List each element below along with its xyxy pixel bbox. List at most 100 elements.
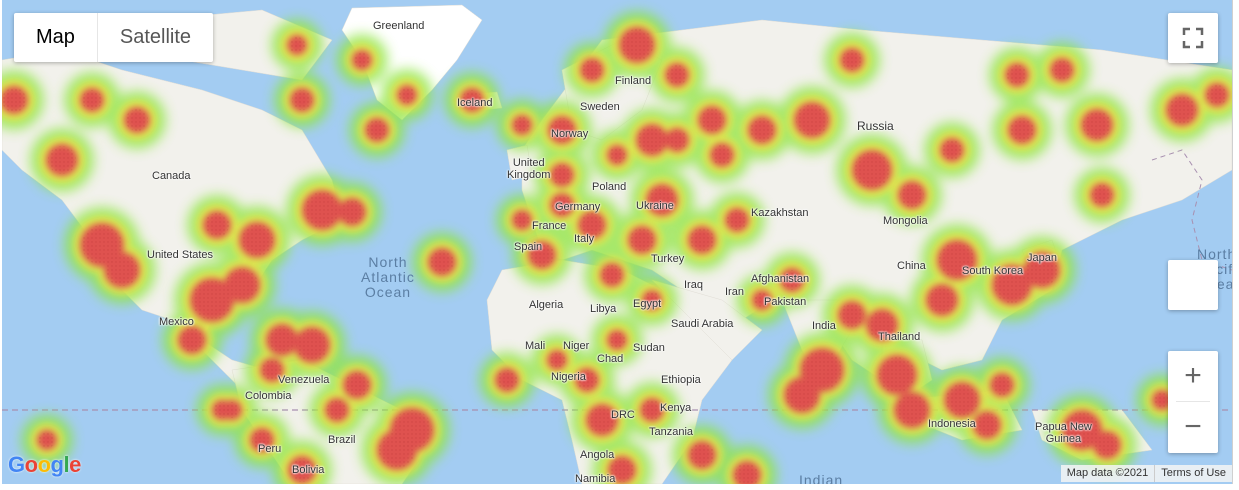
heat-texture-spot	[638, 126, 666, 154]
label-south-korea: South Korea	[962, 265, 1024, 277]
label-colombia: Colombia	[245, 390, 292, 402]
zoom-in-button[interactable]: +	[1184, 359, 1202, 392]
heat-texture-spot	[296, 329, 328, 361]
heat-texture-spot	[462, 90, 482, 110]
heat-texture-spot	[896, 394, 928, 426]
label-germany: Germany	[555, 201, 601, 213]
label-papua-new-guinea: Papua New Guinea	[1035, 421, 1092, 445]
heat-texture-spot	[642, 400, 662, 420]
heat-texture-spot	[840, 303, 864, 327]
label-peru: Peru	[258, 443, 282, 455]
label-chad: Chad	[597, 353, 624, 365]
label-sweden: Sweden	[580, 101, 620, 113]
heat-texture-spot	[975, 413, 999, 437]
fullscreen-icon	[1182, 27, 1204, 49]
heat-texture-spot	[497, 370, 517, 390]
label-canada: Canada	[152, 170, 191, 182]
label-united-kingdom: United Kingdom	[507, 157, 551, 181]
heatmap-texture	[2, 29, 1227, 484]
heat-texture-spot	[942, 140, 962, 160]
heat-texture-spot	[327, 400, 347, 420]
label-namibia: Namibia	[575, 473, 616, 484]
heat-texture-spot	[648, 186, 676, 214]
zoom-separator	[1176, 401, 1210, 402]
heat-texture-spot	[292, 90, 312, 110]
logo-letter: l	[63, 452, 70, 477]
street-view-control[interactable]	[1168, 260, 1218, 310]
heat-texture-spot	[552, 165, 572, 185]
label-united-states: United States	[147, 249, 214, 261]
heat-texture-spot	[690, 228, 714, 252]
heat-texture-spot	[667, 65, 687, 85]
heat-texture-spot	[621, 29, 653, 61]
heat-texture-spot	[268, 326, 296, 354]
heat-texture-spot	[690, 443, 714, 467]
label-libya: Libya	[590, 303, 617, 315]
heat-texture-spot	[1207, 85, 1227, 105]
heat-texture-spot	[802, 350, 842, 390]
heat-texture-spot	[854, 152, 890, 188]
zoom-out-button[interactable]: −	[1184, 410, 1202, 443]
heat-texture-spot	[700, 108, 724, 132]
heat-texture-spot	[379, 432, 415, 468]
heat-texture-spot	[399, 87, 415, 103]
google-logo[interactable]: Google	[8, 452, 81, 478]
heat-texture-spot	[1154, 392, 1170, 408]
fullscreen-button[interactable]	[1168, 13, 1218, 63]
heat-texture-spot	[226, 269, 258, 301]
map-type-satellite-button[interactable]: Satellite	[96, 13, 213, 62]
label-iraq: Iraq	[684, 279, 703, 291]
map-type-map-button[interactable]: Map	[36, 26, 75, 48]
heat-texture-spot	[354, 52, 370, 68]
heat-texture-spot	[1083, 111, 1111, 139]
heat-texture-spot	[39, 432, 55, 448]
heat-texture-spot	[126, 109, 148, 131]
logo-letter: e	[69, 452, 81, 477]
label-angola: Angola	[580, 449, 615, 461]
heat-texture-spot	[82, 225, 122, 265]
attribution-bar: Map data ©2021 Terms of Use	[1060, 465, 1232, 482]
heat-texture-spot	[727, 210, 747, 230]
heat-texture-spot	[214, 402, 230, 418]
heat-texture-spot	[994, 267, 1030, 303]
logo-letter: o	[24, 452, 38, 477]
logo-letter: g	[50, 452, 64, 477]
heat-texture-spot	[609, 332, 625, 348]
label-spain: Spain	[514, 241, 543, 253]
heat-texture-spot	[2, 88, 26, 112]
heat-texture-spot	[1052, 60, 1072, 80]
label-pakistan: Pakistan	[764, 296, 807, 308]
heat-texture-spot	[82, 90, 102, 110]
label-greenland: Greenland	[373, 20, 425, 32]
terms-of-use-link[interactable]: Terms of Use	[1154, 465, 1232, 482]
heat-texture-spot	[939, 242, 975, 278]
label-nigeria: Nigeria	[551, 371, 586, 383]
label-kazakhstan: Kazakhstan	[751, 207, 809, 219]
heat-texture-spot	[180, 328, 204, 352]
label-norway: Norway	[551, 128, 589, 140]
heat-texture-spot	[782, 270, 802, 290]
heat-texture-spot	[630, 228, 654, 252]
label-niger: Niger	[563, 340, 590, 352]
heat-texture-spot	[602, 265, 622, 285]
heat-texture-spot	[48, 146, 76, 174]
label-sudan: Sudan	[633, 342, 665, 354]
label-russia: Russia	[857, 119, 894, 133]
heat-texture-spot	[252, 430, 272, 450]
label-drc: DRC	[611, 409, 635, 421]
heat-texture-spot	[1095, 433, 1119, 457]
heat-texture-spot	[868, 311, 896, 339]
logo-letter: G	[8, 452, 25, 477]
heat-texture-spot	[1064, 412, 1100, 448]
map-data-text: Map data ©2021	[1066, 467, 1149, 479]
heat-texture-spot	[644, 292, 660, 308]
heat-texture-spot	[754, 292, 770, 308]
label-thailand: Thailand	[878, 331, 921, 343]
label-brazil: Brazil	[328, 434, 356, 446]
label-turkey: Turkey	[651, 253, 685, 265]
heat-texture-spot	[582, 60, 602, 80]
logo-letter: o	[37, 452, 51, 477]
label-china: China	[897, 260, 926, 272]
